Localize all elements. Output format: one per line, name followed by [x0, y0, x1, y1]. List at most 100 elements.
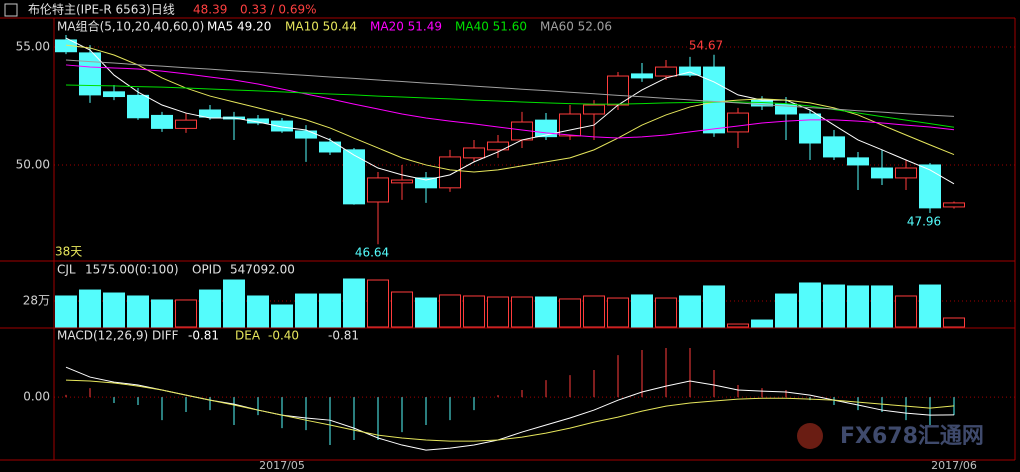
- candle-body: [439, 156, 461, 189]
- volume-bar: [943, 317, 965, 328]
- volume-bar: [223, 279, 245, 328]
- candle-body: [703, 66, 725, 134]
- legend-entry: MA60 52.06: [540, 20, 612, 34]
- candle-body: [559, 113, 581, 137]
- low-label: 46.64: [355, 246, 389, 260]
- volume-bar: [559, 298, 581, 328]
- candle-body: [199, 109, 221, 118]
- volume-bar: [391, 291, 413, 328]
- candle-body: [367, 177, 389, 203]
- y-tick-label: 0.00: [23, 390, 50, 404]
- volume-bar: [367, 279, 389, 328]
- volume-bar: [79, 289, 101, 328]
- ma-line: [65, 59, 955, 117]
- candle-body: [583, 104, 605, 115]
- volume-bar: [511, 296, 533, 328]
- volume-bar: [583, 295, 605, 328]
- volume-bar: [847, 285, 869, 328]
- volume-subtitle: 1575.00(0:100): [85, 263, 179, 277]
- y-tick-label: 50.00: [16, 157, 50, 171]
- ma-line: [65, 84, 955, 128]
- candle-body: [151, 114, 173, 129]
- macd-line: [65, 379, 955, 442]
- volume-bar: [247, 295, 269, 328]
- candle-body: [871, 167, 893, 179]
- menu-icon[interactable]: [4, 3, 18, 17]
- x-tick-label: 2017/05: [259, 459, 305, 472]
- candle-body: [415, 177, 437, 189]
- candle-body: [463, 147, 485, 159]
- candle-body: [175, 119, 197, 129]
- legend-value: -0.81: [328, 329, 359, 343]
- volume-bar: [799, 282, 821, 328]
- volume-bar: [55, 295, 77, 328]
- candle-body: [895, 167, 917, 179]
- legend-value: -0.81: [188, 329, 219, 343]
- candle-body: [679, 66, 701, 76]
- volume-bar: [415, 297, 437, 328]
- volume-bar: [919, 284, 941, 328]
- volume-bar: [319, 293, 341, 328]
- low-label: 47.96: [907, 215, 941, 229]
- legend-entry: DIFF: [152, 329, 179, 343]
- volume-bar: [727, 323, 749, 328]
- legend-title: MA组合(5,10,20,40,60,0): [57, 19, 204, 34]
- ma-line: [65, 37, 955, 185]
- candle-body: [823, 136, 845, 158]
- volume-bar: [631, 294, 653, 328]
- candle-body: [55, 39, 77, 53]
- volume-bar: [751, 319, 773, 328]
- volume-bar: [295, 293, 317, 328]
- legend-entry: MA40 51.60: [455, 20, 527, 34]
- volume-bar: [175, 299, 197, 328]
- candle-body: [391, 179, 413, 184]
- x-tick-label: 2017/06: [931, 459, 977, 472]
- volume-bar: [439, 294, 461, 328]
- chart-title: 布伦特主(IPE-R 6563)日线: [28, 2, 175, 17]
- ma-line: [65, 44, 955, 173]
- candle-body: [535, 119, 557, 138]
- y-tick-label: 55.00: [16, 40, 50, 54]
- volume-bar: [823, 284, 845, 328]
- macd-title: MACD(12,26,9): [57, 329, 148, 343]
- candle-body: [319, 141, 341, 153]
- volume-bar: [343, 278, 365, 328]
- legend-entry: MA10 50.44: [285, 20, 357, 34]
- volume-bar: [535, 296, 557, 328]
- candle-body: [343, 149, 365, 205]
- candle-body: [103, 91, 125, 98]
- legend-value: -0.40: [268, 329, 299, 343]
- volume-title: CJL: [57, 263, 76, 277]
- volume-bar: [271, 304, 293, 328]
- volume-bar: [487, 296, 509, 328]
- candle-body: [247, 118, 269, 124]
- candle-body: [727, 112, 749, 133]
- volume-bar: [103, 292, 125, 328]
- candle-body: [799, 113, 821, 144]
- y-tick-label: 28万: [23, 294, 50, 308]
- volume-bar: [775, 293, 797, 328]
- candle-body: [487, 141, 509, 151]
- watermark: FX678汇通网: [840, 424, 984, 449]
- volume-bar: [703, 285, 725, 328]
- last-price: 48.39: [193, 3, 227, 17]
- volume-bar: [655, 297, 677, 328]
- candle-body: [943, 202, 965, 208]
- watermark-logo: [797, 423, 823, 449]
- candle-body: [847, 157, 869, 166]
- opid-name: OPID: [192, 263, 221, 277]
- candle-body: [127, 94, 149, 119]
- candle-body: [271, 120, 293, 132]
- volume-bar: [151, 299, 173, 328]
- ma-line: [65, 64, 955, 139]
- volume-bar: [679, 295, 701, 328]
- volume-bar: [463, 295, 485, 328]
- candle-body: [295, 130, 317, 139]
- candle-body: [919, 164, 941, 209]
- candle-body: [631, 73, 653, 79]
- price-change: 0.33 / 0.69%: [240, 3, 317, 17]
- volume-bar: [895, 295, 917, 328]
- day-count: 38天: [55, 245, 82, 259]
- high-label: 54.67: [689, 38, 723, 52]
